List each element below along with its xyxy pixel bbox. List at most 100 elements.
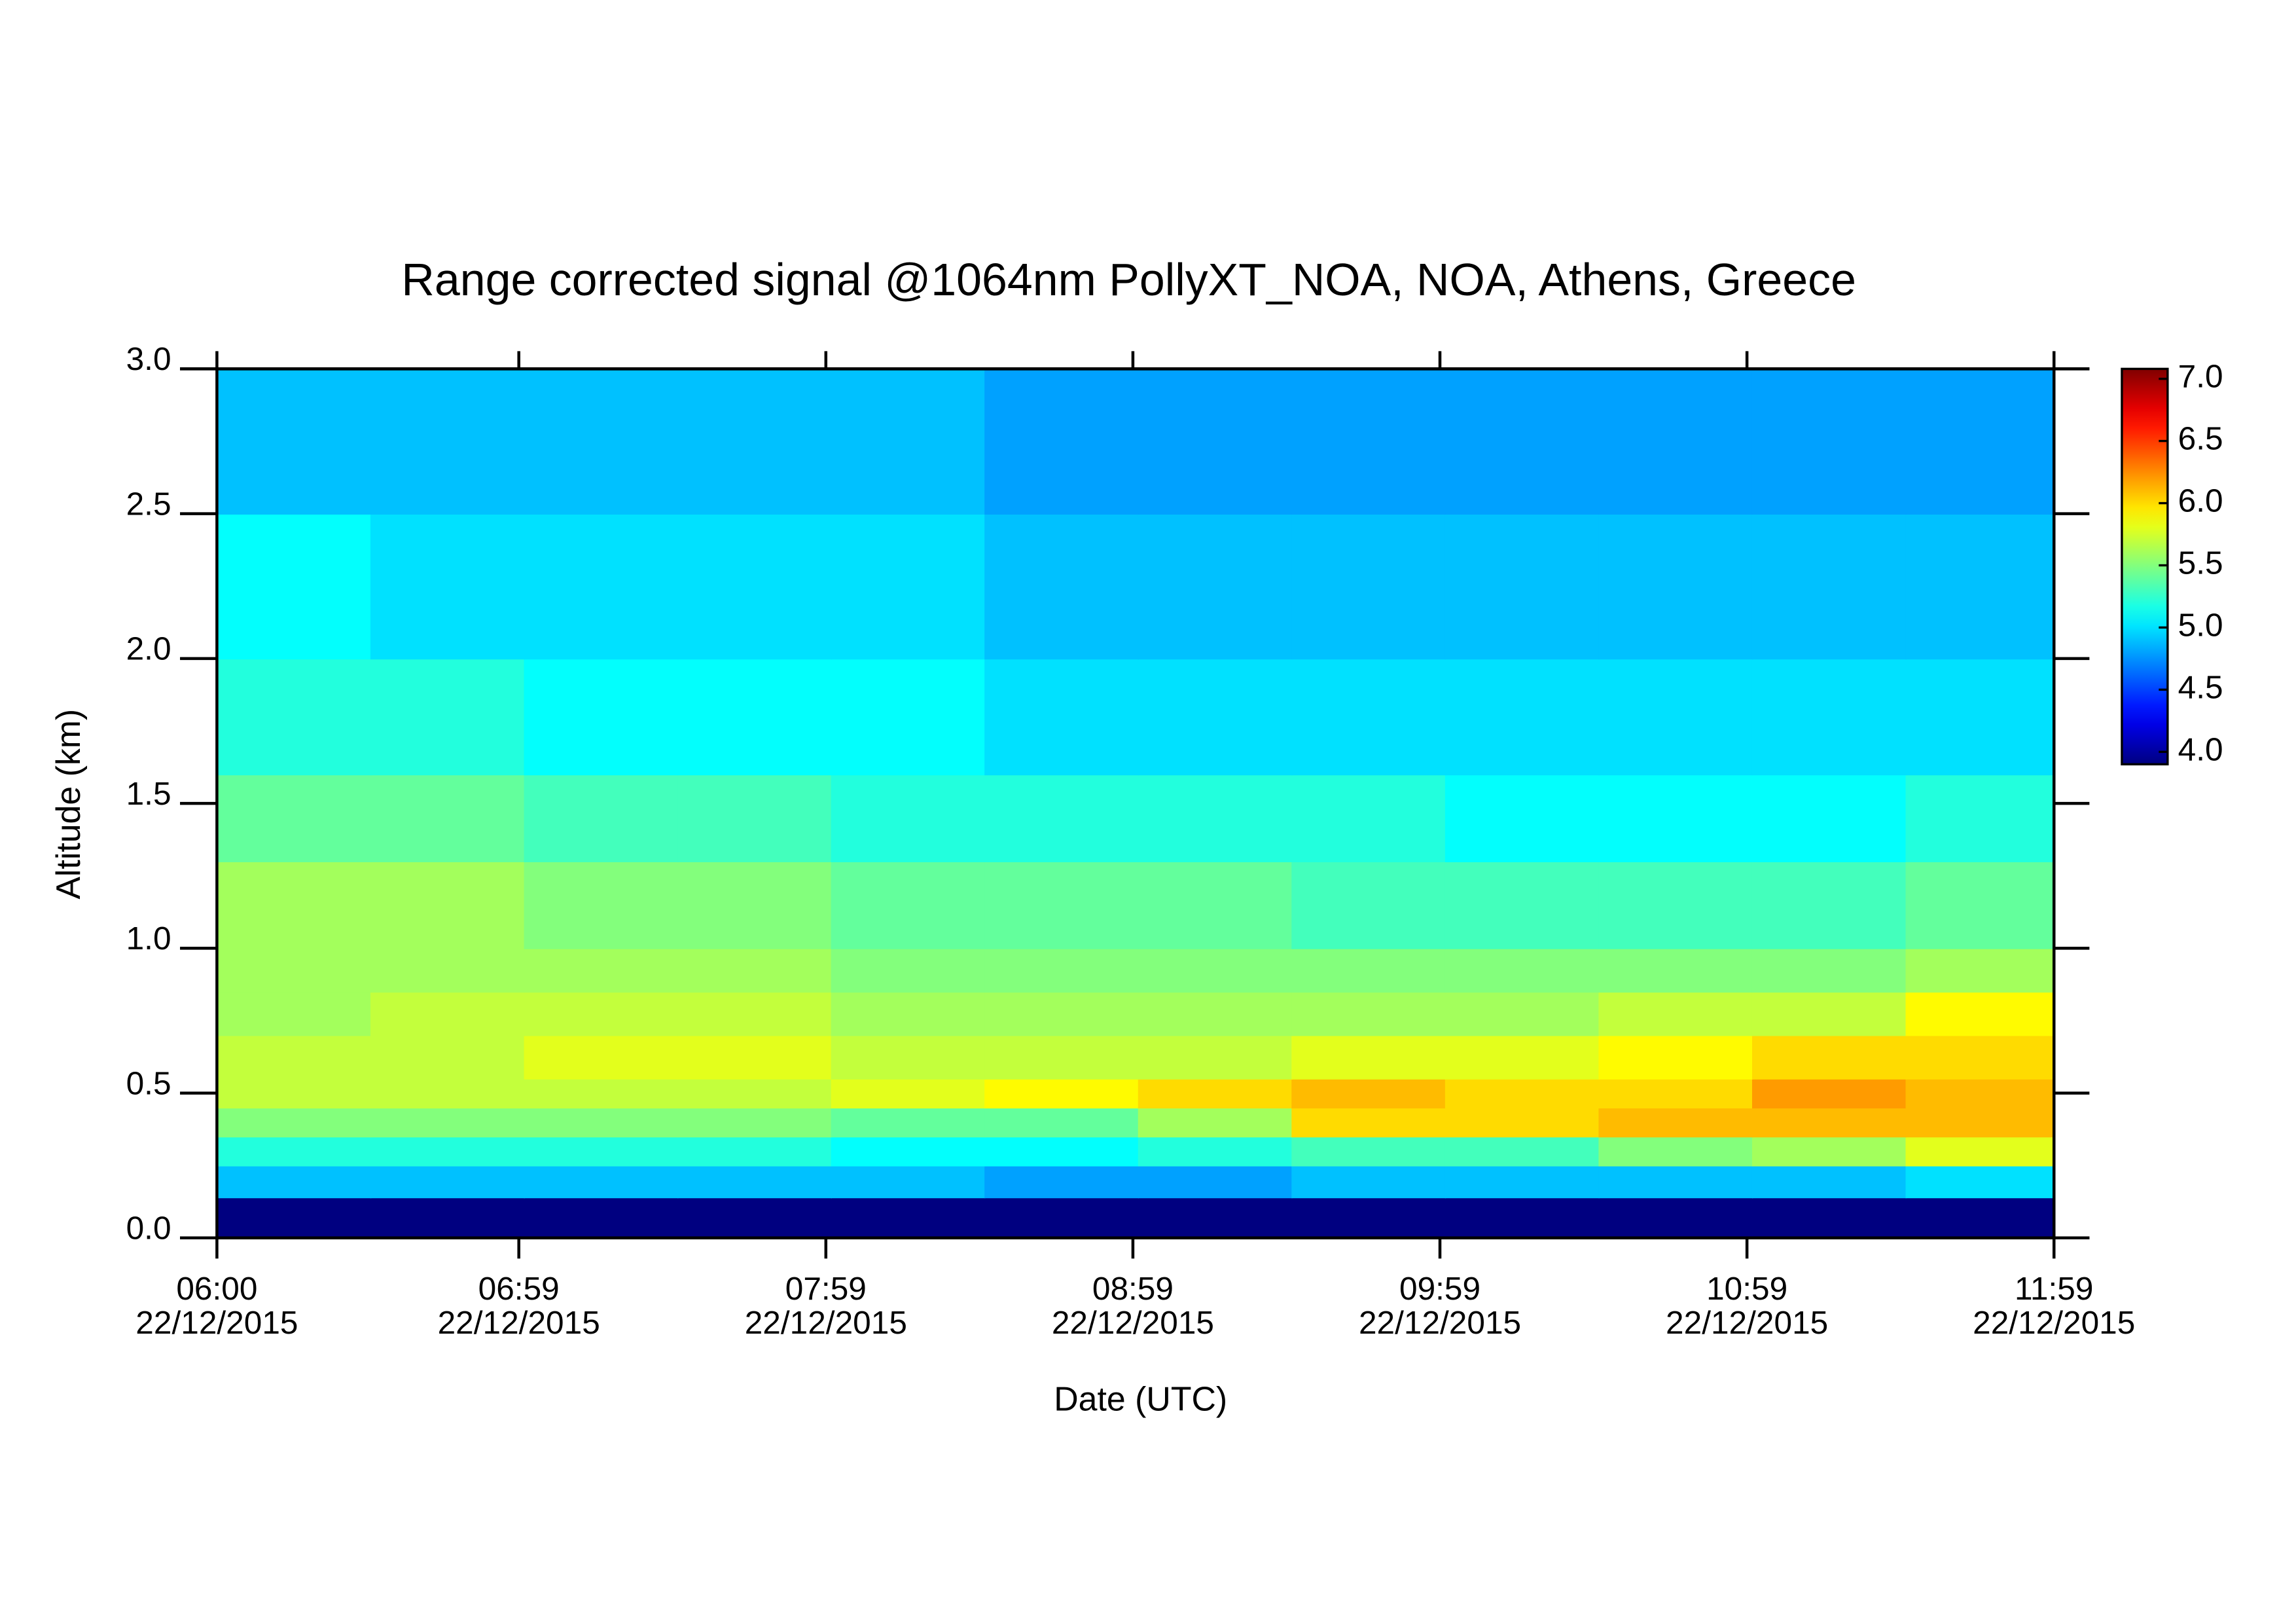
heatmap-cell bbox=[370, 658, 525, 776]
heatmap-cell bbox=[1138, 1136, 1293, 1167]
heatmap-cell bbox=[217, 1107, 372, 1138]
heatmap-cell bbox=[217, 1136, 372, 1167]
heatmap-cell bbox=[831, 861, 986, 949]
heatmap-cell bbox=[1598, 948, 1753, 993]
heatmap-cell bbox=[1138, 991, 1293, 1036]
heatmap-cell bbox=[524, 369, 679, 515]
heatmap-cell bbox=[1444, 1165, 1600, 1199]
x-tick-date: 22/12/2015 bbox=[135, 1304, 298, 1341]
heatmap-cell bbox=[677, 369, 832, 515]
heatmap-cell bbox=[1905, 1078, 2055, 1109]
chart-title: Range corrected signal @1064nm PollyXT_N… bbox=[401, 254, 1856, 305]
heatmap-cell bbox=[677, 1197, 832, 1239]
heatmap-cell bbox=[1138, 948, 1293, 993]
heatmap-cell bbox=[677, 991, 832, 1036]
heatmap-cell bbox=[1598, 861, 1753, 949]
x-tick-date: 22/12/2015 bbox=[1359, 1304, 1521, 1341]
y-tick-label: 1.5 bbox=[126, 775, 171, 812]
heatmap-cell bbox=[831, 1197, 986, 1239]
heatmap-cell bbox=[677, 774, 832, 862]
heatmap-cell bbox=[370, 369, 525, 515]
heatmap-cell bbox=[1291, 774, 1446, 862]
heatmap-cell bbox=[1905, 658, 2055, 776]
heatmap-cell bbox=[1138, 658, 1293, 776]
heatmap-cell bbox=[1138, 861, 1293, 949]
heatmap-cell bbox=[370, 948, 525, 993]
x-tick-label: 09:59 bbox=[1399, 1270, 1480, 1307]
y-tick-label: 1.0 bbox=[126, 920, 171, 957]
heatmap-cell bbox=[831, 1078, 986, 1109]
x-tick-date: 22/12/2015 bbox=[1973, 1304, 2135, 1341]
heatmap-cell bbox=[217, 1035, 372, 1080]
heatmap-cell bbox=[217, 861, 372, 949]
heatmap-cell bbox=[524, 1197, 679, 1239]
heatmap-cell bbox=[1751, 948, 1907, 993]
heatmap-cell bbox=[524, 1165, 679, 1199]
heatmap-cell bbox=[1444, 1136, 1600, 1167]
heatmap-cell bbox=[524, 1136, 679, 1167]
heatmap-cell bbox=[1751, 369, 1907, 515]
heatmap-cell bbox=[1291, 1078, 1446, 1109]
heatmap-cell bbox=[370, 1078, 525, 1109]
heatmap-cell bbox=[984, 861, 1139, 949]
heatmap-cell bbox=[1598, 1197, 1753, 1239]
heatmap-cell bbox=[217, 513, 372, 660]
heatmap-cell bbox=[984, 1107, 1139, 1138]
x-tick-label: 08:59 bbox=[1092, 1270, 1174, 1307]
y-tick-label: 2.5 bbox=[126, 485, 171, 522]
heatmap-cell bbox=[1138, 1197, 1293, 1239]
heatmap-cell bbox=[831, 658, 986, 776]
heatmap-cell bbox=[831, 948, 986, 993]
heatmap-cell bbox=[1291, 513, 1446, 660]
heatmap-cell bbox=[1444, 369, 1600, 515]
heatmap-cell bbox=[1138, 1078, 1293, 1109]
heatmap-cell bbox=[1138, 1107, 1293, 1138]
heatmap-cell bbox=[1751, 1107, 1907, 1138]
heatmap-cell bbox=[984, 1197, 1139, 1239]
heatmap-cell bbox=[1291, 1197, 1446, 1239]
heatmap-cell bbox=[370, 513, 525, 660]
heatmap-cell bbox=[370, 1136, 525, 1167]
colorbar-tick-label: 5.5 bbox=[2178, 545, 2223, 581]
heatmap-cell bbox=[1138, 1165, 1293, 1199]
heatmap-cell bbox=[370, 991, 525, 1036]
heatmap-cell bbox=[831, 991, 986, 1036]
colorbar-tick-label: 5.0 bbox=[2178, 607, 2223, 644]
heatmap-cell bbox=[1291, 1165, 1446, 1199]
heatmap-cell bbox=[370, 1035, 525, 1080]
heatmap-cell bbox=[831, 1107, 986, 1138]
heatmap-cell bbox=[677, 1078, 832, 1109]
heatmap-cell bbox=[370, 1165, 525, 1199]
heatmap-cell bbox=[831, 1035, 986, 1080]
heatmap-cell bbox=[1444, 658, 1600, 776]
heatmap-cell bbox=[524, 513, 679, 660]
heatmap-cell bbox=[1905, 1136, 2055, 1167]
heatmap-cell bbox=[1291, 658, 1446, 776]
heatmap-cell bbox=[677, 1107, 832, 1138]
heatmap-cell bbox=[370, 774, 525, 862]
heatmap-cell bbox=[1291, 991, 1446, 1036]
heatmap-cell bbox=[1751, 991, 1907, 1036]
heatmap-cell bbox=[677, 513, 832, 660]
heatmap-cell bbox=[217, 991, 372, 1036]
y-tick-label: 3.0 bbox=[126, 340, 171, 377]
heatmap-cell bbox=[1905, 991, 2055, 1036]
y-tick-label: 0.5 bbox=[126, 1065, 171, 1101]
heatmap-cell bbox=[831, 1136, 986, 1167]
y-axis-title: Altitude (km) bbox=[49, 709, 87, 900]
heatmap-cell bbox=[1444, 861, 1600, 949]
x-tick-label: 11:59 bbox=[2015, 1270, 2093, 1307]
heatmap-cell bbox=[370, 861, 525, 949]
colorbar-tick-label: 6.0 bbox=[2178, 483, 2223, 519]
heatmap-cell bbox=[1598, 513, 1753, 660]
heatmap-cell bbox=[524, 1107, 679, 1138]
heatmap-cell bbox=[677, 658, 832, 776]
heatmap-cell bbox=[1598, 1136, 1753, 1167]
heatmap-cell bbox=[1751, 1035, 1907, 1080]
heatmap-cell bbox=[1905, 513, 2055, 660]
heatmap-cell bbox=[831, 774, 986, 862]
heatmap-cell bbox=[831, 1165, 986, 1199]
heatmap-cell bbox=[1751, 658, 1907, 776]
heatmap-cell bbox=[1751, 1197, 1907, 1239]
heatmap-cell bbox=[1138, 513, 1293, 660]
